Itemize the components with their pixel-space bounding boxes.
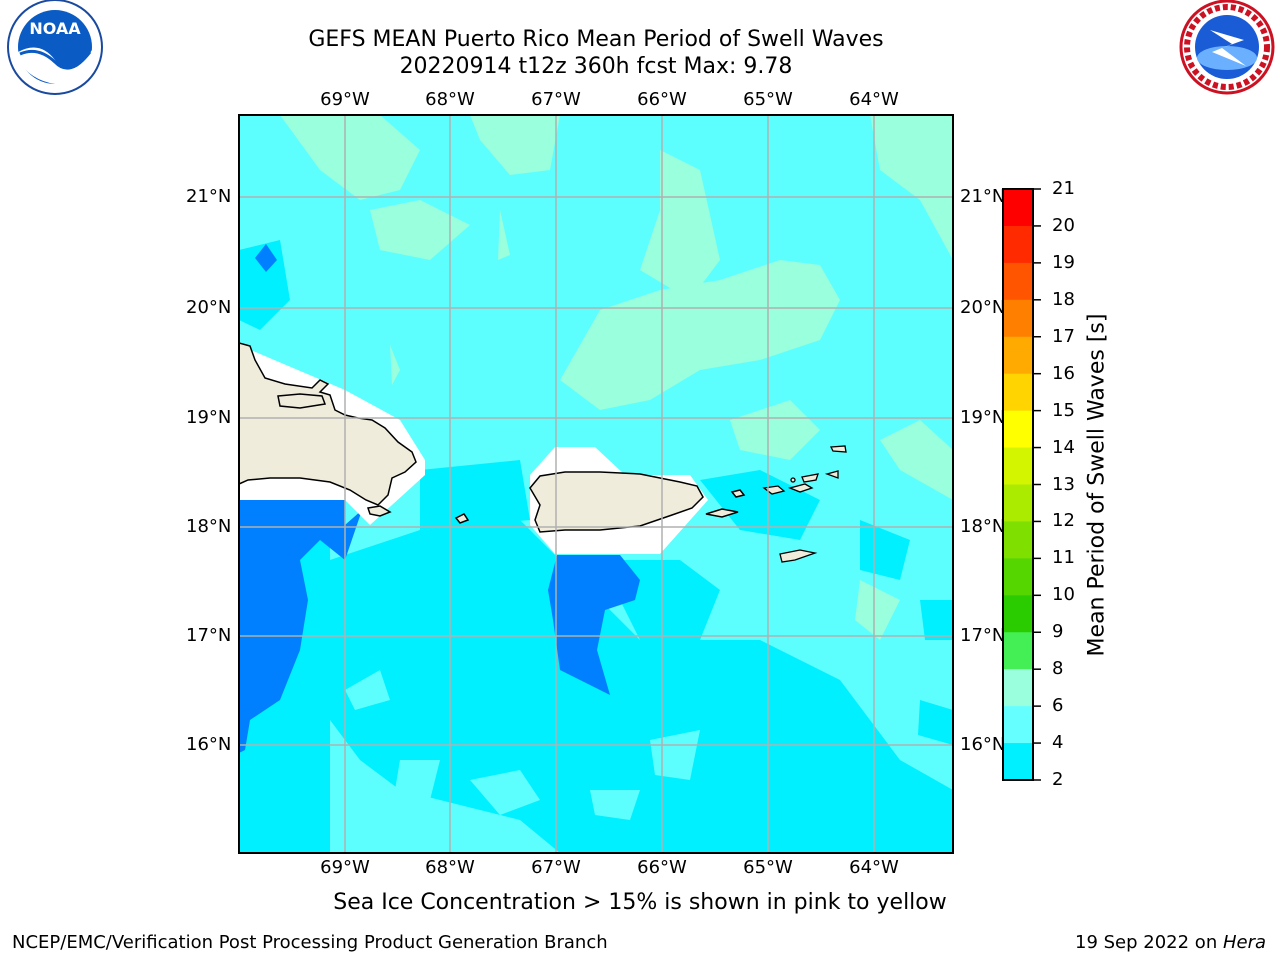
lat-label-right: 16°N — [960, 734, 1004, 755]
colorbar-tick-label: 13 — [1052, 473, 1075, 495]
lon-label-bottom: 69°W — [320, 857, 370, 878]
colorbar-segment — [1003, 558, 1033, 596]
lon-label-top: 68°W — [425, 89, 475, 110]
small-island — [367, 505, 392, 517]
lat-label-right: 20°N — [960, 297, 1004, 318]
footer-date-text: 19 Sep 2022 on — [1075, 932, 1223, 953]
colorbar-tick-label: 10 — [1052, 584, 1075, 606]
ice-note: Sea Ice Concentration > 15% is shown in … — [333, 890, 947, 915]
colorbar-segment — [1003, 743, 1033, 781]
colorbar-segment — [1003, 447, 1033, 485]
colorbar-segment — [1003, 484, 1033, 522]
footer-credit: NCEP/EMC/Verification Post Processing Pr… — [12, 932, 608, 953]
colorbar-tick-label: 18 — [1052, 288, 1075, 310]
colorbar-segment — [1003, 669, 1033, 707]
lon-label-top: 64°W — [849, 89, 899, 110]
lon-label-bottom: 68°W — [425, 857, 475, 878]
colorbar-tick-label: 6 — [1052, 695, 1064, 717]
colorbar-segment — [1003, 189, 1033, 227]
lat-label-left: 18°N — [186, 516, 232, 537]
colorbar-tick-label: 12 — [1052, 510, 1075, 532]
lon-label-bottom: 65°W — [743, 857, 793, 878]
colorbar — [1003, 188, 1041, 781]
colorbar-tick-label: 11 — [1052, 547, 1075, 569]
colorbar-tick-label: 20 — [1052, 214, 1075, 236]
mona-island — [454, 513, 470, 524]
lat-label-left: 17°N — [186, 625, 232, 646]
colorbar-tick-label: 9 — [1052, 621, 1064, 643]
culebra-island — [730, 489, 746, 498]
noaa-logo-text: NOAA — [29, 19, 81, 38]
colorbar-frame — [1002, 188, 1034, 781]
colorbar-tick-label: 21 — [1052, 178, 1075, 199]
chart-subtitle: 20220914 t12z 360h fcst Max: 9.78 — [399, 54, 793, 79]
lon-label-top: 66°W — [637, 89, 687, 110]
colorbar-tick-label: 4 — [1052, 732, 1064, 754]
lon-label-top: 67°W — [531, 89, 581, 110]
lat-label-left: 20°N — [186, 297, 232, 318]
lat-label-right: 19°N — [960, 407, 1004, 428]
lat-label-left: 16°N — [186, 734, 232, 755]
lon-label-bottom: 67°W — [531, 857, 581, 878]
hispaniola-land — [239, 342, 417, 506]
nws-logo — [1179, 0, 1275, 95]
lat-label-right: 21°N — [960, 186, 1004, 207]
colorbar-tick-label: 15 — [1052, 399, 1075, 421]
footer-date: 19 Sep 2022 on Hera — [1075, 932, 1266, 953]
colorbar-segment — [1003, 632, 1033, 670]
virgin-islands — [762, 445, 847, 563]
lon-label-top: 69°W — [320, 89, 370, 110]
colorbar-segment — [1003, 225, 1033, 264]
lat-label-right: 17°N — [960, 625, 1004, 646]
lat-label-left: 19°N — [186, 407, 232, 428]
colorbar-segment — [1003, 262, 1033, 301]
colorbar-segment — [1003, 706, 1033, 744]
gridlines — [239, 115, 953, 853]
lat-label-right: 18°N — [960, 516, 1004, 537]
chart-title: GEFS MEAN Puerto Rico Mean Period of Swe… — [308, 27, 884, 52]
lon-label-top: 65°W — [743, 89, 793, 110]
lon-label-bottom: 66°W — [637, 857, 687, 878]
colorbar-segment — [1003, 595, 1033, 633]
map-frame — [238, 114, 954, 854]
vieques-island — [705, 508, 739, 518]
puerto-rico-land — [529, 471, 704, 533]
lon-label-bottom: 64°W — [849, 857, 899, 878]
colorbar-tick-label: 17 — [1052, 325, 1075, 347]
colorbar-label: Mean Period of Swell Waves [s] — [1084, 313, 1110, 657]
colorbar-tick-label: 19 — [1052, 251, 1075, 273]
tortuga-island — [277, 393, 327, 409]
colorbar-segment — [1003, 521, 1033, 559]
noaa-logo: NOAA — [7, 0, 103, 95]
footer-machine: Hera — [1222, 932, 1266, 953]
colorbar-tick-label: 14 — [1052, 436, 1075, 458]
map-area — [239, 115, 953, 853]
colorbar-segment — [1003, 373, 1033, 412]
colorbar-segment — [1003, 336, 1033, 375]
colorbar-segment — [1003, 410, 1033, 449]
colorbar-tick-label: 8 — [1052, 658, 1064, 680]
colorbar-tick-label: 2 — [1052, 769, 1064, 790]
colorbar-tick-label: 16 — [1052, 362, 1075, 384]
period-4-6-patches — [239, 244, 640, 753]
colorbar-segment — [1003, 299, 1033, 338]
lat-label-left: 21°N — [186, 186, 232, 207]
